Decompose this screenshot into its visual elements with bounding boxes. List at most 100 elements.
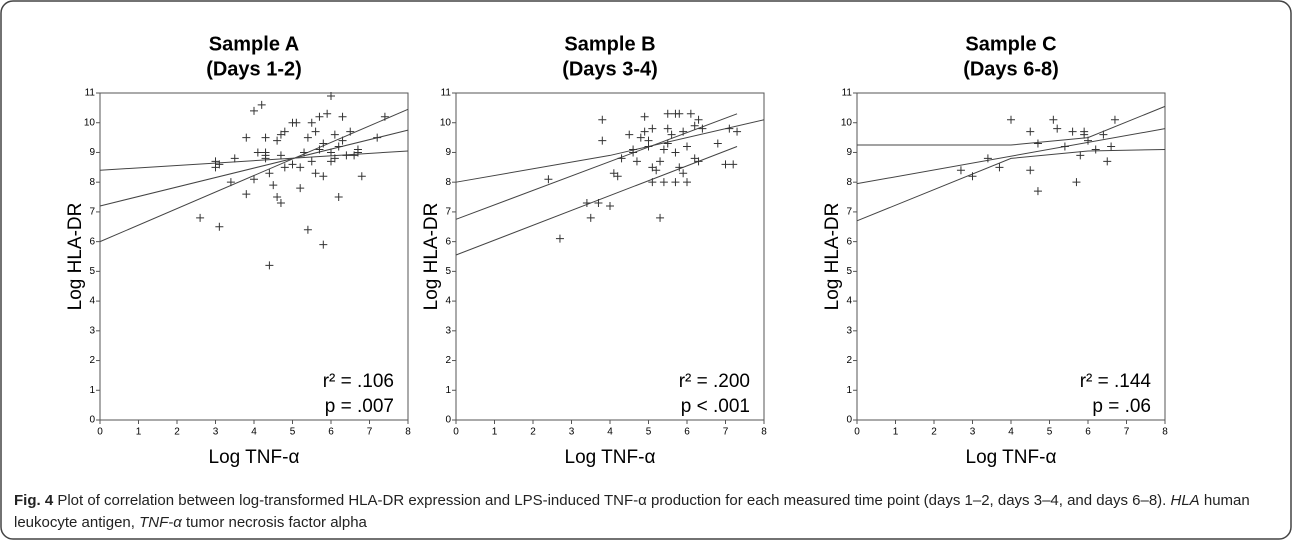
- point: [230, 154, 239, 163]
- point: [1103, 157, 1112, 166]
- point: [1033, 187, 1042, 196]
- point: [319, 240, 328, 249]
- point: [307, 118, 316, 127]
- point: [544, 175, 553, 184]
- point: [303, 133, 312, 142]
- y-tick-label: 6: [445, 236, 451, 247]
- point: [1099, 130, 1108, 139]
- y-tick-label: 9: [846, 147, 852, 158]
- chart-title: Sample A: [209, 33, 299, 55]
- point: [694, 157, 703, 166]
- x-tick-label: 1: [893, 427, 899, 438]
- y-tick-label: 4: [445, 296, 451, 307]
- y-tick-label: 5: [445, 266, 451, 277]
- x-tick-label: 7: [367, 427, 373, 438]
- y-tick-label: 7: [445, 207, 451, 218]
- fit-line: [856, 148, 1166, 222]
- x-tick-label: 6: [1085, 427, 1091, 438]
- point: [265, 261, 274, 270]
- point: [671, 148, 680, 157]
- x-tick-label: 8: [1162, 427, 1168, 438]
- x-tick-label: 8: [405, 427, 411, 438]
- x-tick-label: 3: [213, 427, 219, 438]
- point: [956, 166, 965, 175]
- point: [373, 133, 382, 142]
- point: [1033, 139, 1042, 148]
- caption-text: HLA: [1170, 492, 1200, 509]
- x-tick-label: 0: [97, 427, 103, 438]
- point: [636, 133, 645, 142]
- point: [555, 234, 564, 243]
- point: [196, 213, 205, 222]
- point: [280, 127, 289, 136]
- x-tick-label: 5: [1047, 427, 1053, 438]
- y-tick-label: 8: [445, 177, 451, 188]
- point: [323, 109, 332, 118]
- y-tick-label: 0: [89, 415, 95, 426]
- point: [327, 91, 335, 100]
- point: [663, 124, 672, 133]
- y-tick-label: 1: [846, 385, 852, 396]
- y-axis-label: Log HLA-DR: [822, 203, 843, 311]
- y-tick-label: 5: [846, 266, 852, 277]
- y-tick-label: 2: [445, 355, 451, 366]
- point: [983, 154, 992, 163]
- point: [296, 163, 305, 172]
- point: [380, 112, 389, 121]
- point: [215, 160, 224, 169]
- annotation: r² = .106: [323, 371, 394, 392]
- point: [1049, 115, 1058, 124]
- y-tick-label: 10: [440, 117, 452, 128]
- point: [288, 160, 297, 169]
- point: [1084, 136, 1092, 145]
- fit-line: [857, 105, 1166, 146]
- x-axis-label: Log TNF-α: [209, 447, 300, 468]
- point: [640, 112, 649, 121]
- point: [656, 213, 665, 222]
- y-tick-label: 10: [84, 117, 96, 128]
- point: [273, 136, 282, 145]
- fit-line: [856, 128, 1166, 185]
- fit-line: [99, 129, 409, 207]
- x-tick-label: 2: [174, 427, 180, 438]
- point: [300, 148, 309, 157]
- point: [315, 145, 324, 154]
- point: [679, 127, 688, 136]
- point: [733, 127, 742, 136]
- point: [648, 178, 657, 187]
- caption-text: TNF-α: [139, 514, 182, 531]
- point: [663, 109, 672, 118]
- point: [644, 142, 653, 151]
- point: [671, 178, 680, 187]
- point: [659, 145, 668, 154]
- point: [307, 157, 316, 166]
- caption-label: Fig. 4: [14, 492, 54, 509]
- x-tick-label: 2: [931, 427, 937, 438]
- point: [330, 130, 339, 139]
- y-tick-label: 5: [89, 266, 95, 277]
- y-axis-label: Log HLA-DR: [65, 203, 86, 311]
- y-tick-label: 6: [846, 236, 852, 247]
- y-tick-label: 2: [89, 355, 95, 366]
- point: [606, 201, 614, 210]
- point: [1007, 115, 1015, 124]
- y-tick-label: 8: [89, 177, 95, 188]
- point: [598, 136, 607, 145]
- point: [1072, 178, 1081, 187]
- point: [303, 225, 312, 234]
- point: [629, 148, 638, 157]
- x-tick-label: 1: [136, 427, 142, 438]
- annotation: r² = .200: [679, 371, 750, 392]
- chart-subtitle: (Days 1-2): [206, 58, 302, 80]
- point: [594, 198, 603, 207]
- point: [625, 130, 634, 139]
- chart-title: Sample B: [564, 33, 655, 55]
- point: [667, 130, 676, 139]
- point: [686, 109, 695, 118]
- point: [613, 172, 622, 181]
- x-tick-label: 5: [646, 427, 652, 438]
- point: [725, 124, 734, 133]
- point: [327, 148, 335, 157]
